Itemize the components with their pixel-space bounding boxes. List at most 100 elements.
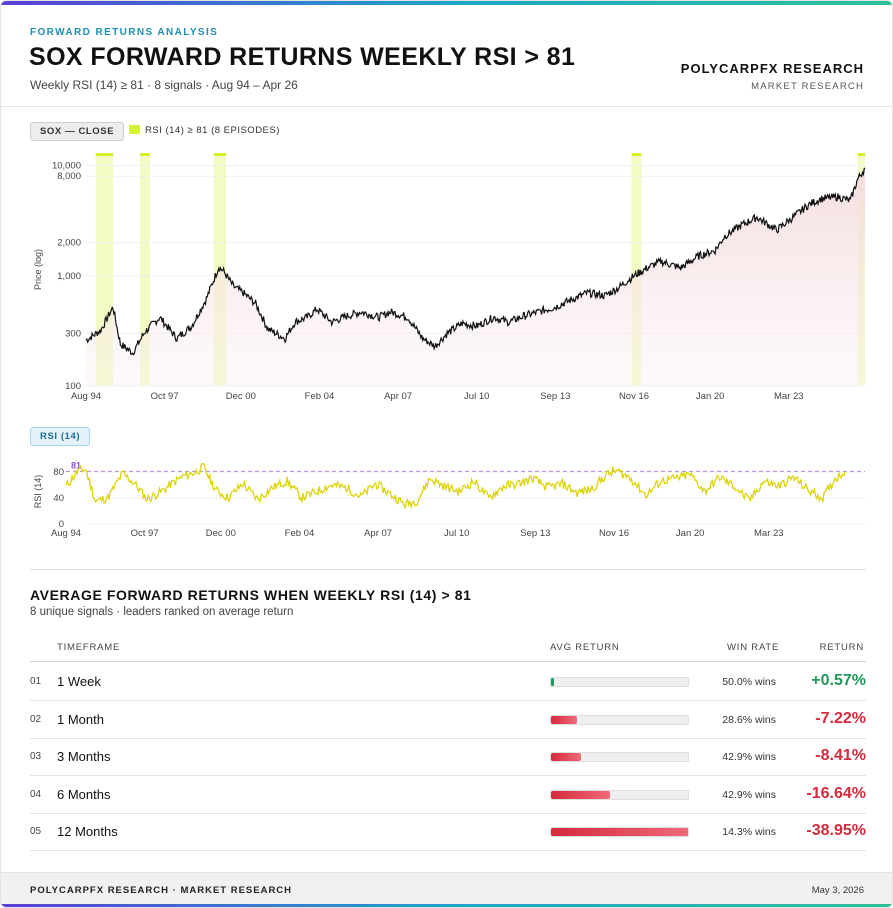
page-title: SOX FORWARD RETURNS WEEKLY RSI > 81 (29, 43, 576, 71)
price-y-tick-label: 100 (65, 381, 81, 392)
row-win-rate: 14.3% wins (722, 826, 776, 839)
rsi-x-tick-label: Mar 23 (754, 528, 784, 539)
header-return: RETURN (819, 642, 864, 653)
price-x-tick-label: Mar 23 (774, 391, 804, 402)
rsi-series-tag: RSI (14) (30, 427, 91, 446)
price-x-tick-label: Apr 07 (384, 391, 412, 402)
row-timeframe: 3 Months (57, 749, 111, 765)
avg-return-bar-track (550, 714, 689, 725)
rsi-x-tick-label: Nov 16 (599, 528, 629, 539)
price-x-tick-label: Dec 00 (226, 391, 256, 402)
price-y-tick-label: 10,000 (52, 161, 81, 172)
rsi-y-tick-label: 40 (53, 493, 64, 504)
rsi-x-tick-label: Sep 13 (520, 528, 550, 539)
price-x-tick-label: Sep 13 (540, 391, 570, 402)
avg-return-bar-track (550, 789, 689, 800)
avg-return-bar-track (550, 752, 689, 763)
rsi-chart: 0 40 80 Aug 94 Oct 97 Dec 00 Feb 04 Apr 07 Jul 1… (33, 460, 865, 539)
price-x-tick-label: Jan 20 (696, 391, 725, 402)
price-y-tick-label: 8,000 (57, 171, 81, 182)
footer: POLYCARPFX RESEARCH · MARKET RESEARCH Ma… (1, 872, 892, 907)
avg-return-bar-fill (551, 828, 688, 837)
row-timeframe: 1 Week (57, 674, 101, 689)
row-return-value: -8.41% (815, 747, 866, 765)
row-timeframe: 6 Months (57, 786, 111, 802)
highlight-legend-label: RSI (14) ≥ 81 (8 EPISODES) (145, 125, 280, 136)
header-divider (1, 106, 892, 107)
highlight-band-cap-4 (631, 153, 642, 156)
row-return-value: -16.64% (806, 784, 866, 802)
rsi-x-tick-label: Jul 10 (444, 528, 469, 539)
rsi-x-tick-label: Jan 20 (676, 528, 705, 539)
table-row: 02 1 Month 28.6% wins -7.22% (30, 701, 866, 739)
highlight-band-cap-3 (213, 153, 227, 156)
price-series-tag: SOX — CLOSE (30, 122, 125, 141)
row-return-value: +0.57% (811, 672, 866, 689)
price-line (85, 167, 866, 356)
row-timeframe: 1 Month (57, 711, 104, 727)
highlight-band-cap-5 (857, 153, 865, 156)
price-y-tick-label: 2,000 (57, 238, 81, 249)
row-index: 04 (30, 788, 42, 800)
rsi-x-tick-label: Aug 94 (51, 528, 81, 539)
row-return-value: -7.22% (815, 709, 866, 727)
row-win-rate: 50.0% wins (722, 676, 776, 688)
price-x-tick-label: Oct 97 (151, 391, 179, 402)
brand-name: POLYCARPFX RESEARCH (680, 61, 864, 76)
price-y-tick-label: 1,000 (57, 271, 81, 282)
avg-return-bar-track (550, 827, 689, 838)
header-win-rate: WIN RATE (727, 642, 780, 653)
highlight-legend-swatch (129, 125, 140, 134)
header-timeframe: TIMEFRAME (57, 642, 121, 653)
highlight-band-cap-1 (95, 153, 114, 156)
rsi-x-tick-label: Dec 00 (206, 528, 236, 539)
footer-brand: POLYCARPFX RESEARCH · MARKET RESEARCH (30, 885, 293, 896)
row-win-rate: 28.6% wins (722, 713, 776, 726)
rsi-y-tick-label: 0 (59, 519, 64, 530)
row-index: 01 (30, 676, 42, 687)
rsi-y-tick-label: 80 (53, 467, 64, 478)
price-x-tick-label: Nov 16 (619, 391, 649, 402)
eyebrow-label: FORWARD RETURNS ANALYSIS (30, 27, 219, 38)
rsi-x-tick-label: Oct 97 (131, 528, 159, 539)
table-row: 05 12 Months 14.3% wins -38.95% (30, 813, 866, 852)
avg-return-bar-track (550, 677, 689, 687)
section-divider (30, 569, 866, 570)
price-x-tick-label: Jul 10 (464, 391, 489, 402)
avg-return-bar-fill (551, 715, 577, 724)
header-avg-return: AVG RETURN (550, 642, 620, 653)
highlight-band-cap-2 (140, 153, 150, 156)
avg-return-bar-fill (551, 790, 611, 799)
avg-return-bar-fill (551, 678, 554, 686)
returns-section-subtitle: 8 unique signals · leaders ranked on ave… (30, 606, 294, 618)
highlight-band-2 (140, 153, 150, 386)
table-row: 04 6 Months 42.9% wins -16.64% (30, 776, 866, 814)
rsi-threshold-label: 81 (71, 460, 81, 470)
price-y-tick-label: 300 (65, 328, 81, 339)
footer-date: May 3, 2026 (811, 885, 864, 896)
row-win-rate: 42.9% wins (722, 788, 776, 801)
page-subtitle: Weekly RSI (14) ≥ 81 · 8 signals · Aug 9… (30, 78, 298, 92)
bottom-accent-bar (1, 904, 892, 907)
rsi-x-tick-label: Apr 07 (364, 528, 392, 539)
table-row: 03 3 Months 42.9% wins -8.41% (30, 738, 866, 777)
row-index: 02 (30, 713, 42, 725)
table-header-divider (30, 661, 866, 662)
row-return-value: -38.95% (806, 822, 866, 840)
row-index: 03 (30, 751, 42, 763)
row-win-rate: 42.9% wins (722, 751, 776, 764)
avg-return-bar-fill (551, 753, 581, 762)
top-accent-bar (1, 1, 892, 5)
price-x-tick-label: Aug 94 (71, 391, 101, 402)
rsi-y-axis-label: RSI (14) (33, 475, 43, 509)
row-timeframe: 12 Months (57, 824, 118, 840)
rsi-line (65, 462, 846, 510)
highlight-band-4 (631, 153, 642, 386)
row-index: 05 (30, 826, 42, 838)
brand-subtitle: MARKET RESEARCH (751, 81, 864, 92)
price-area (86, 168, 865, 386)
price-x-tick-label: Feb 04 (305, 391, 335, 402)
rsi-x-tick-label: Feb 04 (285, 528, 315, 539)
